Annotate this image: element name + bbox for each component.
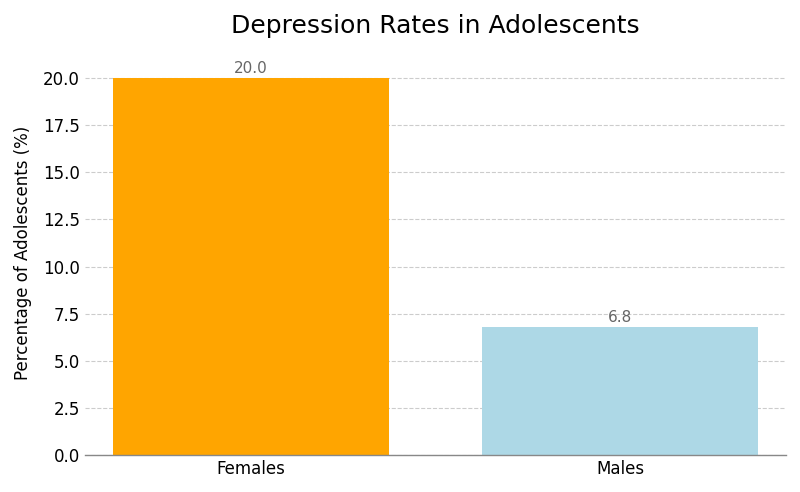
Text: 6.8: 6.8	[608, 309, 632, 325]
Text: 20.0: 20.0	[234, 61, 268, 76]
Bar	[482, 327, 758, 455]
Y-axis label: Percentage of Adolescents (%): Percentage of Adolescents (%)	[14, 125, 32, 379]
Title: Depression Rates in Adolescents: Depression Rates in Adolescents	[231, 14, 640, 38]
Bar	[113, 78, 390, 455]
